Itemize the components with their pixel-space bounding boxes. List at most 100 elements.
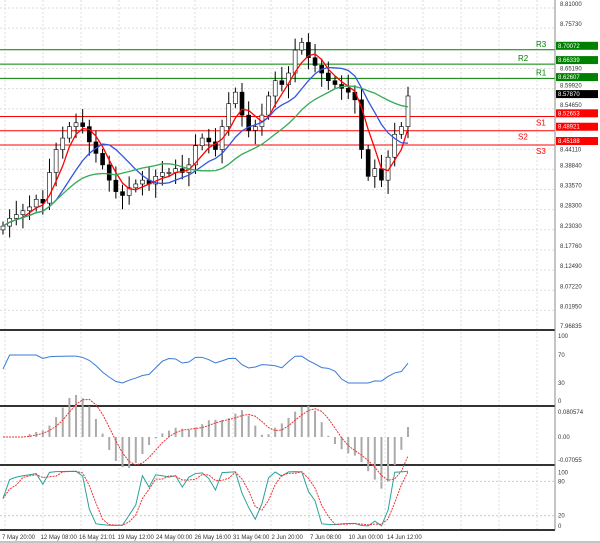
candle-body bbox=[279, 80, 285, 85]
candle-body bbox=[27, 206, 32, 212]
price-tick-label: 8.28300 bbox=[560, 204, 582, 210]
stoch-signal-line bbox=[2, 470, 409, 526]
candle-body bbox=[345, 88, 351, 93]
candle-body bbox=[80, 122, 85, 127]
candle-body bbox=[87, 126, 92, 143]
candle-body bbox=[206, 137, 212, 143]
level-price-label: 8.52653 bbox=[558, 111, 580, 117]
candle-body bbox=[166, 172, 172, 174]
candle-body bbox=[60, 137, 66, 150]
level-price-label: 8.62607 bbox=[558, 75, 580, 81]
candle-body bbox=[33, 198, 39, 208]
stoch-tick-label: 100 bbox=[558, 471, 569, 477]
level-price-box bbox=[556, 137, 598, 146]
time-tick-label: 12 May 08:00 bbox=[41, 535, 78, 541]
candle-body bbox=[53, 149, 59, 173]
time-tick-label: 7 May 20:00 bbox=[2, 535, 36, 541]
time-tick-label: 16 May 21:01 bbox=[79, 535, 116, 541]
candle-body bbox=[160, 172, 165, 177]
current-price-label: 8.57870 bbox=[558, 92, 580, 98]
level-price-label: 8.45188 bbox=[558, 139, 580, 145]
price-tick-label: 8.17760 bbox=[560, 244, 582, 250]
level-name-S3: S3 bbox=[536, 147, 546, 156]
candle-body bbox=[233, 91, 238, 104]
moving-average-line bbox=[2, 85, 409, 227]
level-name-R2: R2 bbox=[518, 54, 529, 63]
rsi-line bbox=[2, 354, 409, 384]
candle-body bbox=[126, 187, 132, 196]
moving-average-line bbox=[2, 53, 409, 227]
time-tick-label: 14 Jun 12:00 bbox=[387, 535, 422, 541]
price-tick-label: 8.65190 bbox=[560, 67, 582, 73]
level-price-box bbox=[556, 56, 598, 65]
level-price-box bbox=[556, 73, 598, 82]
candle-body bbox=[372, 168, 378, 177]
candle-body bbox=[73, 122, 79, 127]
candle-body bbox=[239, 91, 245, 116]
candle-body bbox=[266, 95, 271, 116]
candle-body bbox=[120, 191, 125, 196]
candle-body bbox=[332, 80, 338, 85]
price-tick-label: 8.54650 bbox=[560, 103, 582, 109]
level-name-S1: S1 bbox=[536, 118, 546, 127]
time-tick-label: 26 May 16:00 bbox=[195, 535, 232, 541]
candle-body bbox=[140, 179, 145, 185]
stoch-tick-label: 80 bbox=[558, 479, 565, 485]
time-tick-label: 10 Jun 00:00 bbox=[349, 535, 384, 541]
level-price-box bbox=[556, 122, 598, 131]
time-tick-label: 24 May 00:00 bbox=[156, 535, 193, 541]
candle-body bbox=[399, 126, 404, 135]
candle-body bbox=[13, 214, 19, 219]
macd-tick-label: 0.00 bbox=[558, 435, 570, 441]
price-tick-label: 8.59920 bbox=[560, 84, 582, 90]
candle-body bbox=[0, 225, 6, 231]
price-tick-label: 8.01950 bbox=[560, 304, 582, 310]
candle-body bbox=[213, 141, 218, 150]
candle-body bbox=[226, 103, 232, 127]
moving-average-line bbox=[2, 66, 409, 227]
candle-body bbox=[106, 164, 112, 181]
candle-body bbox=[47, 172, 52, 204]
stoch-tick-label: 20 bbox=[558, 514, 565, 520]
rsi-tick-label: 100 bbox=[558, 334, 569, 340]
candle-body bbox=[113, 179, 119, 192]
price-tick-label: 8.07220 bbox=[560, 284, 582, 290]
candle-body bbox=[359, 99, 364, 150]
macd-tick-label: -0.07055 bbox=[558, 458, 582, 464]
candle-body bbox=[385, 156, 391, 181]
macd-tick-label: 0.080574 bbox=[558, 410, 584, 416]
candle-body bbox=[193, 145, 198, 166]
level-price-label: 8.66339 bbox=[558, 58, 580, 64]
price-tick-label: 8.81000 bbox=[560, 2, 582, 8]
candle-body bbox=[100, 153, 105, 166]
time-tick-label: 2 Jun 20:00 bbox=[272, 535, 304, 541]
macd-signal-line bbox=[3, 398, 409, 481]
candle-body bbox=[133, 183, 139, 189]
rsi-tick-label: 0 bbox=[558, 399, 562, 405]
candle-body bbox=[272, 80, 278, 97]
time-tick-label: 19 May 12:00 bbox=[118, 535, 155, 541]
candle-body bbox=[379, 168, 384, 181]
candle-body bbox=[299, 42, 305, 51]
candle-body bbox=[392, 133, 398, 158]
rsi-tick-label: 70 bbox=[558, 353, 565, 359]
stoch-tick-label: 0 bbox=[558, 524, 562, 530]
level-price-box bbox=[556, 109, 598, 118]
price-tick-label: 7.96835 bbox=[560, 324, 582, 330]
price-tick-label: 8.12490 bbox=[560, 264, 582, 270]
candle-body bbox=[326, 72, 331, 81]
candle-body bbox=[252, 126, 258, 131]
level-name-R3: R3 bbox=[536, 40, 547, 49]
candle-body bbox=[20, 210, 26, 215]
price-tick-label: 8.38840 bbox=[560, 163, 582, 169]
candle-body bbox=[306, 42, 311, 59]
price-tick-label: 8.23030 bbox=[560, 224, 582, 230]
price-tick-label: 8.33570 bbox=[560, 183, 582, 189]
candle-body bbox=[405, 95, 411, 127]
candle-body bbox=[199, 137, 205, 147]
level-price-label: 8.48921 bbox=[558, 125, 580, 131]
time-tick-label: 7 Jun 08:00 bbox=[310, 535, 342, 541]
rsi-tick-label: 30 bbox=[558, 381, 565, 387]
